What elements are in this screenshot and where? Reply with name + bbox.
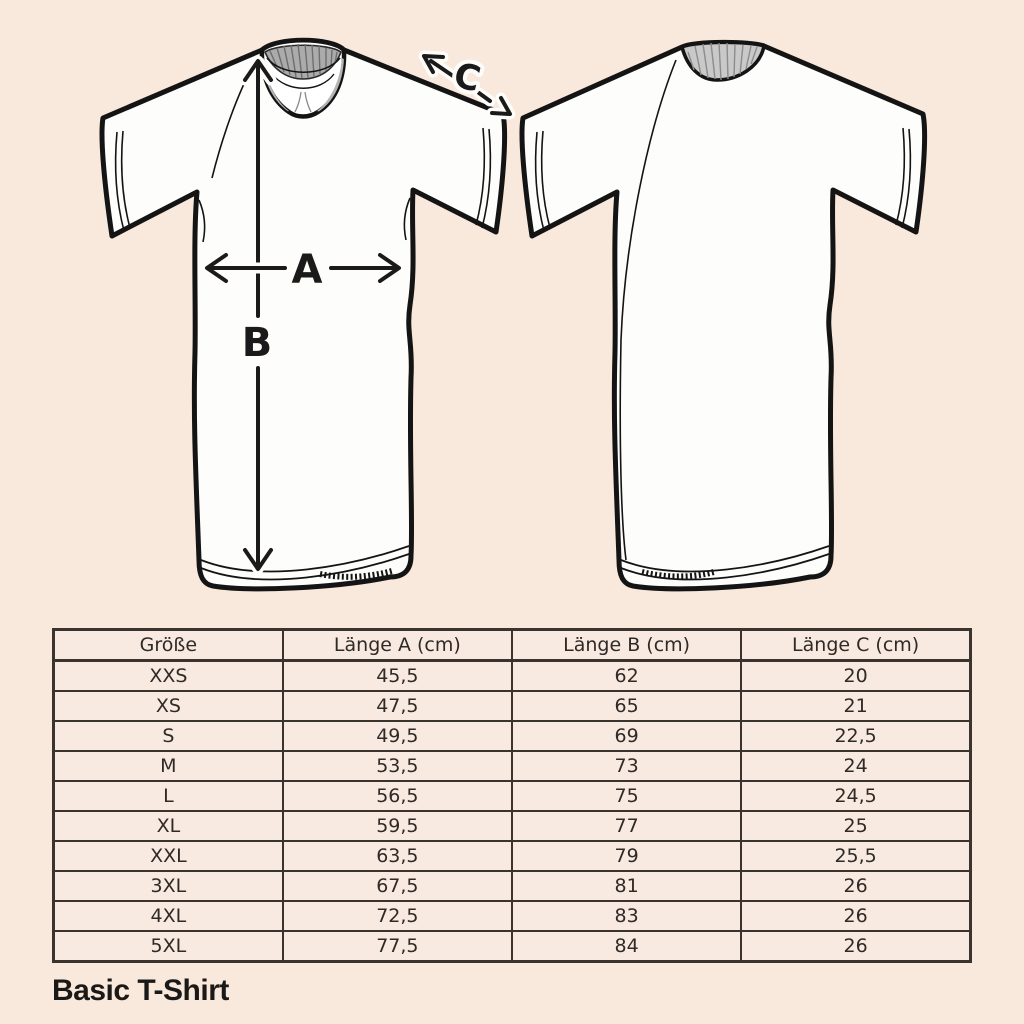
dimension-arrow-b: B: [238, 55, 277, 575]
front-hem-stitching: [200, 545, 410, 581]
cell-length-a: 49,5: [281, 720, 514, 752]
header-size: Größe: [52, 628, 284, 662]
tshirt-measurement-diagram: B A C: [99, 37, 928, 592]
cell-length-c: 22,5: [740, 720, 972, 752]
cell-length-a: 59,5: [281, 810, 514, 842]
cell-size: M: [52, 750, 284, 782]
cell-length-b: 83: [510, 900, 743, 932]
table-row: 4XL 72,5 83 26: [52, 900, 972, 932]
dimension-arrow-a: A: [201, 243, 405, 297]
cell-length-b: 81: [510, 870, 743, 902]
cell-length-c: 21: [740, 690, 972, 722]
cell-size: XXL: [52, 840, 284, 872]
back-collar-ribs: [687, 42, 758, 81]
back-collar: [680, 40, 766, 82]
table-row: XXL 63,5 79 25,5: [52, 840, 972, 872]
size-table-header-row: Größe Länge A (cm) Länge B (cm) Länge C …: [52, 628, 972, 662]
back-hem-stitching: [620, 545, 830, 581]
cell-length-a: 45,5: [281, 659, 514, 692]
table-row: XXS 45,5 62 20: [52, 659, 972, 692]
cell-size: XXS: [52, 659, 284, 692]
cell-size: 5XL: [52, 930, 284, 963]
label-b: B: [242, 320, 273, 366]
cell-size: XS: [52, 690, 284, 722]
table-row: XL 59,5 77 25: [52, 810, 972, 842]
cell-length-b: 62: [510, 659, 743, 692]
cell-length-c: 24: [740, 750, 972, 782]
cell-length-b: 75: [510, 780, 743, 812]
cell-length-b: 79: [510, 840, 743, 872]
cell-length-c: 26: [740, 900, 972, 932]
cell-size: 3XL: [52, 870, 284, 902]
cell-length-c: 26: [740, 930, 972, 963]
cell-size: S: [52, 720, 284, 752]
cell-length-b: 77: [510, 810, 743, 842]
cell-length-b: 69: [510, 720, 743, 752]
front-shirt-illustration: [99, 37, 508, 592]
front-shirt-body: [99, 37, 508, 592]
table-row: S 49,5 69 22,5: [52, 720, 972, 752]
cell-length-c: 25,5: [740, 840, 972, 872]
header-length-b: Länge B (cm): [510, 628, 743, 662]
cell-length-a: 72,5: [281, 900, 514, 932]
table-row: XS 47,5 65 21: [52, 690, 972, 722]
label-a: A: [292, 247, 323, 293]
cell-length-a: 63,5: [281, 840, 514, 872]
cell-size: XL: [52, 810, 284, 842]
cell-length-c: 25: [740, 810, 972, 842]
cell-length-c: 20: [740, 659, 972, 692]
cell-size: 4XL: [52, 900, 284, 932]
cell-length-c: 26: [740, 870, 972, 902]
back-shirt-illustration: [519, 39, 928, 592]
table-row: L 56,5 75 24,5: [52, 780, 972, 812]
cell-length-a: 67,5: [281, 870, 514, 902]
table-row: 3XL 67,5 81 26: [52, 870, 972, 902]
cell-size: L: [52, 780, 284, 812]
cell-length-c: 24,5: [740, 780, 972, 812]
cell-length-a: 77,5: [281, 930, 514, 963]
back-shirt-body: [519, 39, 928, 592]
cell-length-b: 73: [510, 750, 743, 782]
cell-length-b: 65: [510, 690, 743, 722]
cell-length-a: 56,5: [281, 780, 514, 812]
cell-length-a: 47,5: [281, 690, 514, 722]
table-row: M 53,5 73 24: [52, 750, 972, 782]
header-length-c: Länge C (cm): [740, 628, 972, 662]
size-table: Größe Länge A (cm) Länge B (cm) Länge C …: [52, 628, 972, 963]
table-row: 5XL 77,5 84 26: [52, 930, 972, 963]
cell-length-b: 84: [510, 930, 743, 963]
cell-length-a: 53,5: [281, 750, 514, 782]
back-sleeve-seams: [534, 59, 912, 561]
header-length-a: Länge A (cm): [281, 628, 514, 662]
page-title: Basic T-Shirt: [52, 974, 229, 1007]
